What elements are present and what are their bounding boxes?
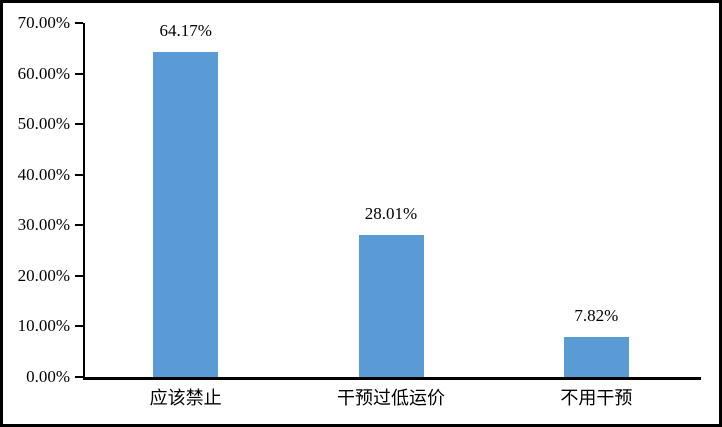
x-axis-category-label: 干预过低运价 (337, 388, 445, 408)
y-axis-tick (75, 376, 83, 378)
bar-value-label: 64.17% (159, 21, 212, 41)
y-axis-tick (75, 72, 83, 75)
y-axis-tick-label: 10.00% (17, 316, 70, 336)
y-axis-tick (75, 173, 83, 176)
bar-2 (358, 235, 424, 377)
x-axis-category-label: 应该禁止 (149, 388, 222, 408)
y-axis-tick-label: 50.00% (17, 114, 70, 134)
y-axis-tick (75, 22, 83, 24)
x-axis-category-label: 不用干预 (560, 388, 633, 408)
y-axis-tick-label: 30.00% (17, 215, 70, 235)
y-axis-tick-label: 40.00% (17, 164, 70, 184)
y-axis-tick-label: 70.00% (17, 13, 70, 32)
y-axis-tick-label: 20.00% (17, 265, 70, 285)
bar-3 (563, 337, 629, 377)
y-axis-tick (75, 224, 83, 227)
y-axis-tick-label: 0.00% (26, 367, 70, 386)
bar-value-label: 28.01% (364, 204, 418, 224)
bar-value-label: 7.82% (574, 306, 619, 326)
y-axis-tick (75, 123, 83, 126)
y-axis-tick-label: 60.00% (17, 63, 70, 83)
y-axis-tick (75, 325, 83, 328)
y-axis-tick (75, 274, 83, 277)
plot-area (83, 23, 701, 380)
bar-1 (153, 52, 219, 377)
